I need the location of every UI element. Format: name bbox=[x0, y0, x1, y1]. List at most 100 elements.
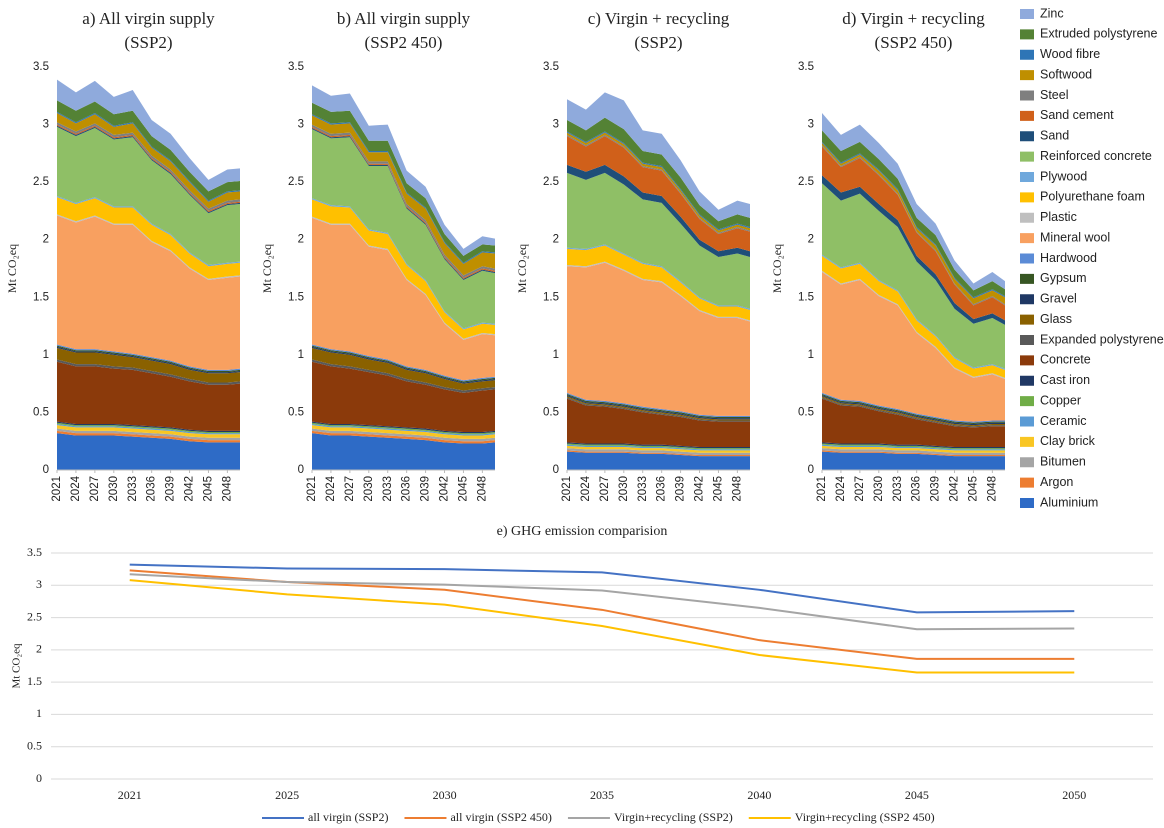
x-tick-label: 2050 bbox=[1062, 788, 1086, 802]
area bbox=[822, 271, 1005, 422]
area bbox=[567, 445, 750, 453]
area bbox=[312, 217, 495, 381]
y-tick-label: 0.5 bbox=[33, 406, 49, 418]
area bbox=[57, 422, 240, 434]
y-tick-label: 2 bbox=[36, 642, 42, 656]
y-tick-label: 0.5 bbox=[798, 406, 814, 418]
y-axis-label: Mt CO₂eq bbox=[770, 244, 784, 293]
area bbox=[312, 344, 495, 382]
legend-label: Sand cement bbox=[1040, 108, 1114, 122]
area bbox=[822, 113, 1005, 291]
legend-swatch bbox=[1020, 29, 1034, 40]
y-tick-label: 3.5 bbox=[27, 545, 42, 559]
area bbox=[567, 442, 750, 449]
legend-label: Virgin+recycling (SSP2) bbox=[614, 810, 733, 824]
legend-label: Glass bbox=[1040, 312, 1072, 326]
y-tick-label: 2.5 bbox=[798, 176, 814, 188]
legend-label: Cast iron bbox=[1040, 373, 1090, 387]
legend-label: Softwood bbox=[1040, 67, 1092, 81]
area bbox=[567, 443, 750, 450]
legend-swatch bbox=[1020, 477, 1034, 488]
legend-swatch bbox=[1020, 396, 1034, 407]
area bbox=[567, 117, 750, 230]
x-tick-label: 2035 bbox=[590, 788, 614, 802]
line bbox=[129, 573, 1075, 631]
x-tick-label: 2030 bbox=[873, 476, 885, 502]
area bbox=[312, 430, 495, 444]
legend-swatch bbox=[1020, 355, 1034, 366]
y-tick-label: 2.5 bbox=[543, 176, 559, 188]
x-tick-label: 2021 bbox=[561, 476, 573, 502]
area bbox=[57, 346, 240, 374]
legend-swatch bbox=[1020, 294, 1034, 305]
area bbox=[822, 442, 1005, 449]
y-tick-label: 0.5 bbox=[27, 738, 42, 752]
area bbox=[312, 425, 495, 439]
chart-subtitle: (SSP2) bbox=[124, 33, 172, 52]
area bbox=[567, 444, 750, 451]
legend-label: Hardwood bbox=[1040, 251, 1097, 265]
x-tick-label: 2021 bbox=[306, 476, 318, 502]
legend-swatch bbox=[1020, 131, 1034, 142]
area bbox=[822, 443, 1005, 450]
legend-label: Reinforced concrete bbox=[1040, 149, 1152, 163]
legend-swatch bbox=[1020, 110, 1034, 121]
legend-label: all virgin (SSP2) bbox=[308, 810, 388, 824]
area bbox=[312, 115, 495, 276]
area bbox=[57, 100, 240, 201]
area bbox=[822, 450, 1005, 457]
x-tick-label: 2045 bbox=[712, 476, 724, 502]
legend-swatch bbox=[1020, 172, 1034, 182]
y-tick-label: 2 bbox=[553, 234, 559, 246]
x-tick-label: 2048 bbox=[731, 476, 743, 502]
y-axis-label: Mt CO₂eq bbox=[515, 244, 529, 293]
area bbox=[57, 344, 240, 371]
legend-swatch bbox=[1020, 335, 1034, 345]
area bbox=[567, 164, 750, 257]
legend-swatch bbox=[1020, 49, 1034, 60]
legend-label: Clay brick bbox=[1040, 434, 1096, 448]
legend-swatch bbox=[1020, 457, 1034, 468]
y-axis-label: Mt CO₂eq bbox=[11, 643, 23, 689]
x-tick-label: 2024 bbox=[580, 475, 592, 501]
x-tick-label: 2027 bbox=[344, 476, 356, 502]
area bbox=[57, 215, 240, 370]
x-tick-label: 2048 bbox=[221, 476, 233, 502]
legend-swatch bbox=[1020, 151, 1034, 162]
area bbox=[822, 445, 1005, 453]
x-tick-label: 2033 bbox=[382, 476, 394, 502]
x-tick-label: 2030 bbox=[363, 476, 375, 502]
x-tick-label: 2036 bbox=[146, 476, 158, 502]
x-tick-label: 2036 bbox=[911, 476, 923, 502]
legend-swatch bbox=[1020, 375, 1034, 386]
area bbox=[312, 102, 495, 263]
area bbox=[312, 345, 495, 383]
x-tick-label: 2033 bbox=[637, 476, 649, 502]
area bbox=[312, 346, 495, 384]
x-tick-label: 2025 bbox=[275, 788, 299, 802]
y-tick-label: 2 bbox=[43, 234, 49, 246]
legend-swatch bbox=[1020, 416, 1034, 427]
y-tick-label: 3 bbox=[298, 119, 304, 131]
y-tick-label: 3 bbox=[808, 119, 814, 131]
legend-swatch bbox=[1020, 314, 1034, 325]
area bbox=[822, 448, 1005, 456]
area bbox=[822, 183, 1005, 369]
x-tick-label: 2039 bbox=[165, 476, 177, 502]
y-tick-label: 0 bbox=[553, 464, 559, 476]
legend-label: Mineral wool bbox=[1040, 230, 1110, 244]
legend-swatch bbox=[1020, 436, 1034, 447]
area bbox=[822, 146, 1005, 321]
area bbox=[822, 398, 1005, 447]
legend-swatch bbox=[1020, 192, 1034, 203]
area bbox=[567, 262, 750, 416]
area bbox=[312, 361, 495, 433]
area bbox=[312, 129, 495, 329]
x-tick-label: 2048 bbox=[476, 476, 488, 502]
x-tick-label: 2042 bbox=[949, 476, 961, 502]
area bbox=[57, 423, 240, 435]
legend-swatch bbox=[1020, 233, 1034, 244]
legend-swatch bbox=[1020, 9, 1034, 19]
y-tick-label: 0 bbox=[298, 464, 304, 476]
